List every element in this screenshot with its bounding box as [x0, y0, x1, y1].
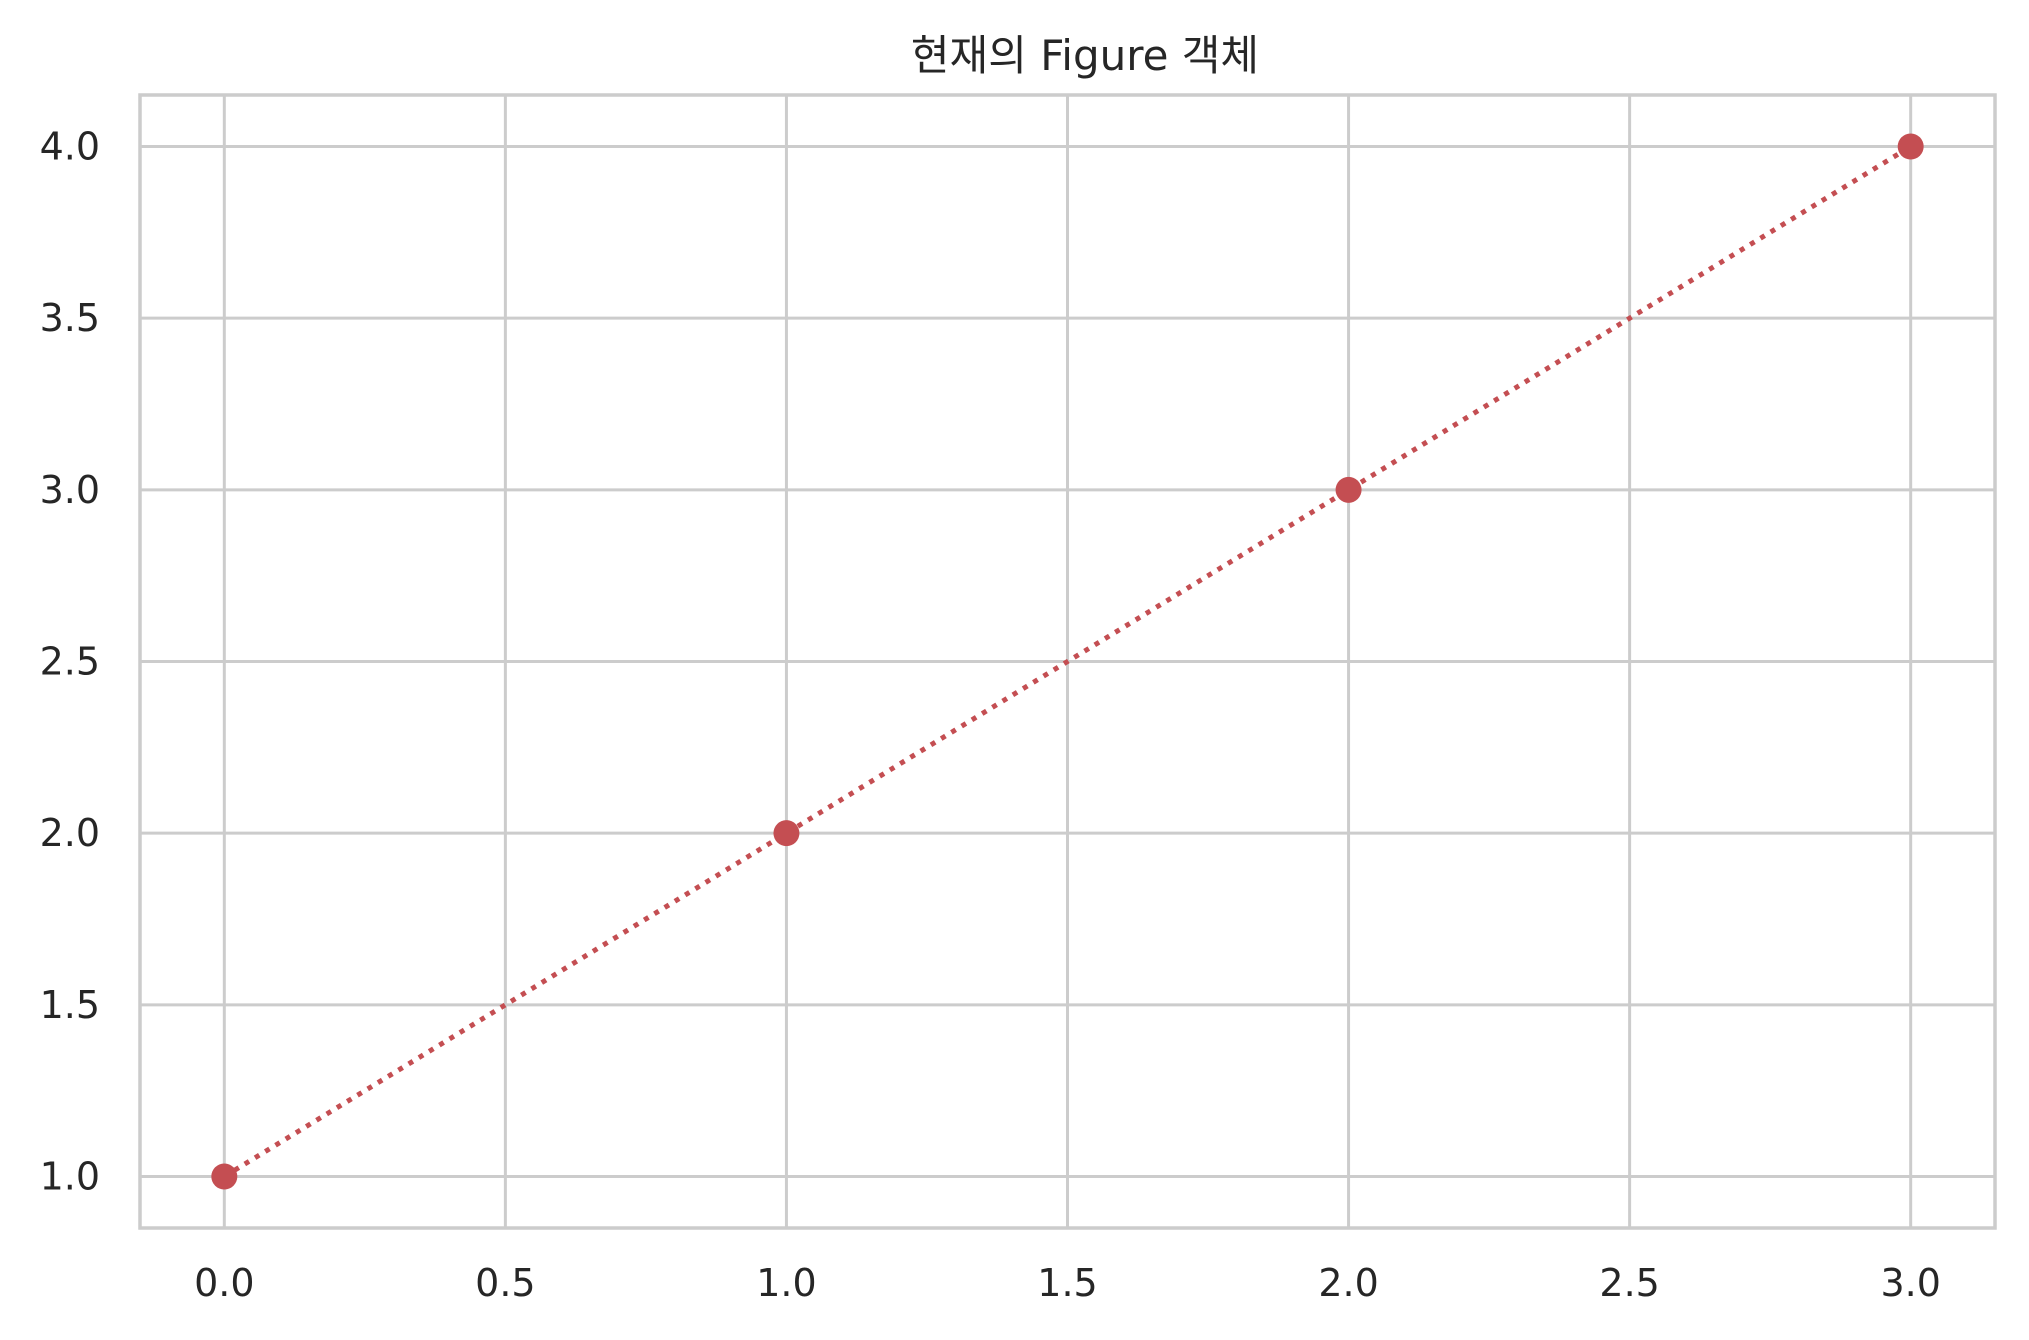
y-tick-label: 3.0	[40, 468, 100, 512]
chart-title: 현재의 Figure 객체	[911, 31, 1259, 80]
y-tick-label: 2.5	[40, 640, 100, 684]
data-point	[211, 1163, 238, 1190]
x-tick-label: 0.5	[475, 1261, 535, 1305]
y-tick-label: 4.0	[40, 125, 100, 169]
x-tick-label: 1.0	[756, 1261, 816, 1305]
series-line	[223, 144, 1912, 1179]
data-point	[1897, 133, 1924, 160]
y-axis: 1.0 1.5 2.0 2.5 3.0 3.5 4.0	[40, 125, 100, 1199]
y-tick-label: 1.5	[40, 983, 100, 1027]
x-tick-label: 0.0	[194, 1261, 254, 1305]
y-tick-label: 1.0	[40, 1155, 100, 1199]
x-axis: 0.0 0.5 1.0 1.5 2.0 2.5 3.0	[194, 1261, 1941, 1305]
y-tick-label: 3.5	[40, 296, 100, 340]
x-tick-label: 1.5	[1037, 1261, 1097, 1305]
x-tick-label: 3.0	[1880, 1261, 1940, 1305]
y-tick-label: 2.0	[40, 811, 100, 855]
data-point	[1335, 476, 1362, 503]
x-tick-label: 2.5	[1599, 1261, 1659, 1305]
data-point	[773, 820, 800, 847]
x-tick-label: 2.0	[1318, 1261, 1378, 1305]
plot-frame	[138, 93, 1997, 1230]
grid	[140, 95, 1995, 1228]
series-layer	[211, 133, 1924, 1190]
